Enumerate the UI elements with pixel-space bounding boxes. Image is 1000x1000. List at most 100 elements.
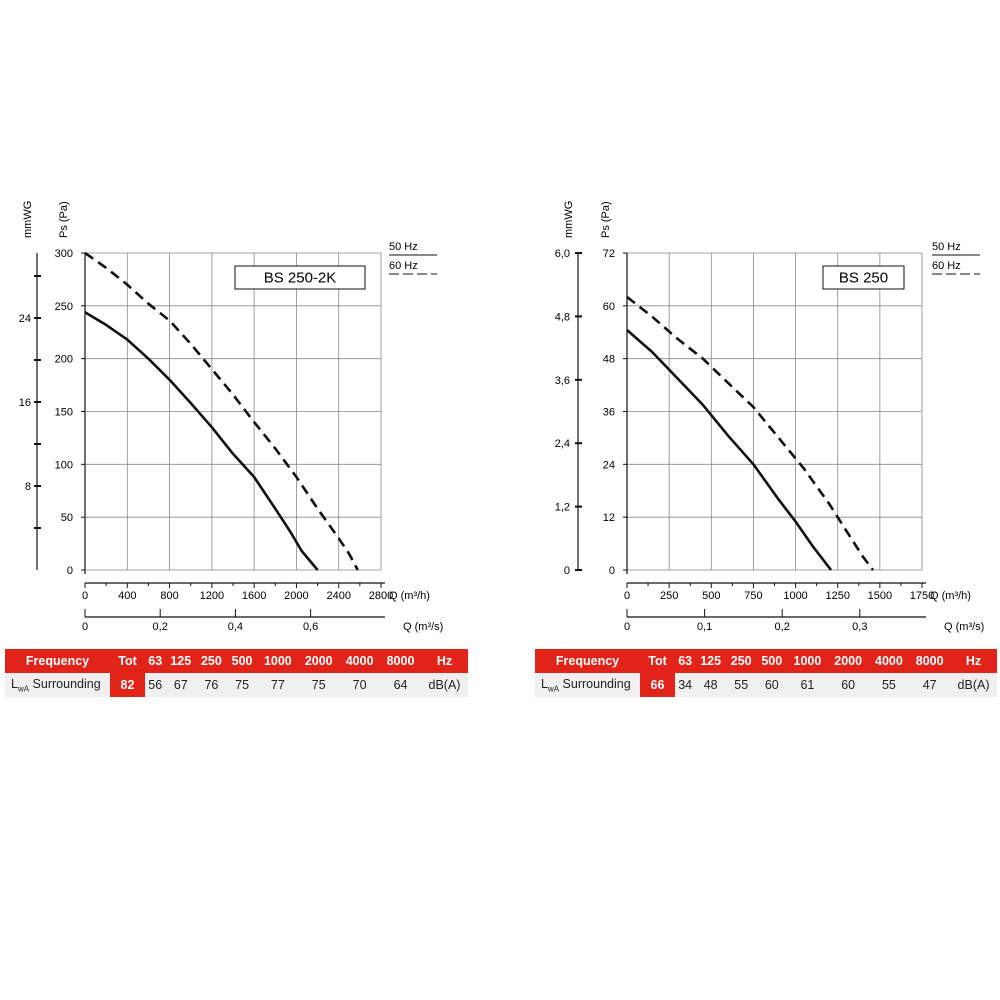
value-500: 75	[226, 673, 258, 697]
header-250: 250	[725, 649, 757, 673]
header-1000: 1000	[787, 649, 828, 673]
header-tot: Tot	[640, 649, 675, 673]
header-frequency: Frequency	[5, 649, 110, 673]
grid	[84, 252, 382, 571]
x-tick-label: 1600	[242, 590, 266, 602]
value-125: 48	[695, 673, 726, 697]
x-tick-label: 0	[624, 590, 630, 602]
y-tick-label: 250	[55, 301, 73, 313]
y-tick-label: 300	[55, 248, 73, 260]
chart-bs250: 0 12 24 36 48 60 72 0 1,2 2,4 3,6 4,8 6,0 Ps (Pa) mmWG…	[555, 201, 985, 633]
value-tot: 82	[110, 673, 145, 697]
value-unit: dB(A)	[420, 673, 468, 697]
x2-tick-label: 0,2	[153, 621, 168, 633]
y2-tick-label: 0	[564, 565, 570, 577]
x-tick-label: 2800	[369, 590, 393, 602]
value-125: 67	[165, 673, 197, 697]
header-tot: Tot	[110, 649, 145, 673]
x2-tick-label: 0	[624, 621, 630, 633]
y-axis-title: Ps (Pa)	[600, 201, 612, 238]
header-500: 500	[226, 649, 258, 673]
chart-title-box	[234, 265, 366, 290]
x-tick-label: 400	[118, 590, 136, 602]
series-line-solid	[84, 311, 319, 571]
chart-title: BS 250-2K	[264, 270, 337, 287]
chart-title: BS 250	[839, 270, 888, 287]
chart-bs250-2k: 0 50 100 150 200 250 300 8 16 24 Ps (Pa) mmWG 0 400 80…	[19, 201, 444, 633]
header-frequency: Frequency	[535, 649, 640, 673]
y-tick-label: 24	[603, 459, 615, 471]
table-header-row: Frequency Tot 63 125 250 500 1000 2000 4…	[535, 649, 997, 673]
header-2000: 2000	[298, 649, 340, 673]
y-tick-label: 0	[609, 565, 615, 577]
y2-tick-label: 1,2	[555, 502, 570, 514]
value-250: 55	[725, 673, 757, 697]
value-2000: 75	[298, 673, 340, 697]
x-tick-label: 2000	[284, 590, 308, 602]
x-tick-label: 1750	[910, 590, 934, 602]
x2-axis-title: Q (m³/s)	[944, 621, 984, 633]
y-tick-label: 100	[55, 459, 73, 471]
series-line-solid	[626, 329, 833, 571]
value-2000: 60	[827, 673, 869, 697]
y2-tick-label: 6,0	[555, 248, 570, 260]
header-4000: 4000	[868, 649, 910, 673]
x2-tick-label: 0,6	[303, 621, 318, 633]
grid	[626, 252, 923, 571]
x2-axis-title: Q (m³/s)	[403, 621, 443, 633]
value-unit: dB(A)	[950, 673, 997, 697]
y-tick-label: 50	[61, 512, 73, 524]
series-line-dashed	[626, 295, 875, 571]
value-8000: 64	[380, 673, 421, 697]
y-tick-label: 200	[55, 354, 73, 366]
header-8000: 8000	[909, 649, 951, 673]
header-500: 500	[756, 649, 788, 673]
x-axis-title: Q (m³/h)	[930, 590, 971, 602]
value-500: 60	[756, 673, 788, 697]
table-value-row: LwA Surrounding 82 56 67 76 75 77 75 70 …	[5, 673, 468, 697]
y-tick-label: 0	[67, 565, 73, 577]
row-label: LwA Surrounding	[535, 673, 640, 697]
y2-axis-title: mmWG	[563, 201, 575, 238]
value-tot: 66	[640, 673, 675, 697]
y2-tick-label: 2,4	[555, 438, 570, 450]
y2-tick-label: 3,6	[555, 375, 570, 387]
x-tick-label: 1200	[200, 590, 224, 602]
header-unit: Hz	[420, 649, 468, 673]
x-tick-label: 250	[660, 590, 678, 602]
x-tick-label: 1000	[783, 590, 807, 602]
x-tick-label: 800	[160, 590, 178, 602]
value-1000: 77	[257, 673, 299, 697]
y2-tick-label: 16	[19, 397, 31, 409]
sound-table-left: Frequency Tot 63 125 250 500 1000 2000 4…	[5, 649, 468, 697]
sound-table-right: Frequency Tot 63 125 250 500 1000 2000 4…	[535, 649, 997, 697]
y-tick-label: 36	[603, 407, 615, 419]
y-axis-title: Ps (Pa)	[58, 201, 70, 238]
value-4000: 70	[339, 673, 381, 697]
value-8000: 47	[909, 673, 951, 697]
x-tick-label: 750	[744, 590, 762, 602]
x-axis-title: Q (m³/h)	[389, 590, 430, 602]
row-label: LwA Surrounding	[5, 673, 110, 697]
value-250: 76	[196, 673, 227, 697]
header-1000: 1000	[257, 649, 299, 673]
y-tick-label: 150	[55, 407, 73, 419]
x2-tick-label: 0,2	[775, 621, 790, 633]
header-250: 250	[196, 649, 227, 673]
x2-tick-label: 0,4	[228, 621, 243, 633]
table-header-row: Frequency Tot 63 125 250 500 1000 2000 4…	[5, 649, 468, 673]
header-63: 63	[675, 649, 696, 673]
header-63: 63	[145, 649, 166, 673]
x-tick-label: 1500	[868, 590, 892, 602]
series-line-dashed	[84, 251, 359, 571]
x2-tick-label: 0,3	[852, 621, 867, 633]
y-tick-label: 72	[603, 248, 615, 260]
legend-label-60hz: 60 Hz	[932, 260, 961, 272]
header-4000: 4000	[339, 649, 381, 673]
y2-tick-label: 24	[19, 313, 31, 325]
y-tick-label: 48	[603, 354, 615, 366]
value-63: 56	[145, 673, 166, 697]
chart-title-box	[822, 265, 905, 290]
header-8000: 8000	[380, 649, 421, 673]
y-tick-label: 12	[603, 512, 615, 524]
